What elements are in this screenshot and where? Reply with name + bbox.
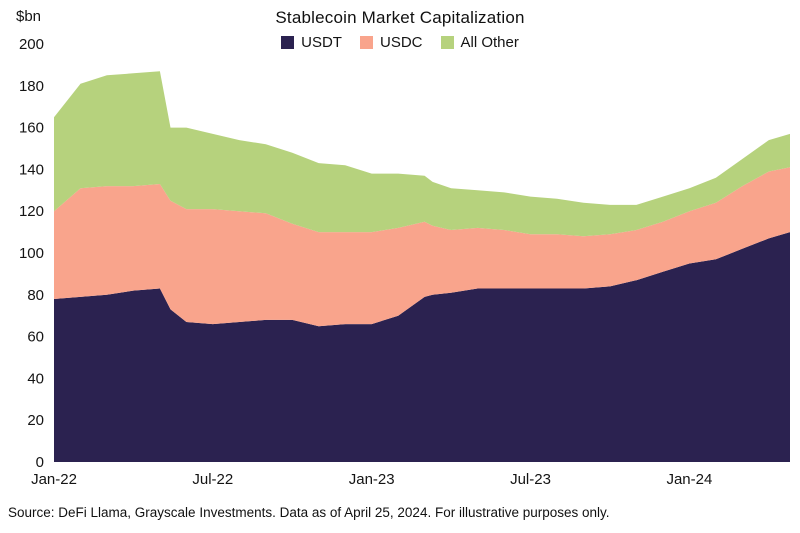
x-tick-label: Jan-23 — [349, 471, 395, 488]
legend-item-all-other: All Other — [440, 34, 519, 51]
area-usdt — [54, 232, 790, 462]
y-axis-unit-label: $bn — [16, 8, 42, 25]
legend-item-usdc: USDC — [359, 34, 423, 51]
area-all-other — [54, 71, 790, 237]
legend-swatch — [359, 36, 373, 49]
x-tick-label: Jan-24 — [666, 471, 712, 488]
legend-label: USDT — [301, 34, 342, 51]
area-usdc — [54, 167, 790, 327]
y-tick-label: 80 — [27, 287, 44, 304]
legend-swatch — [281, 36, 295, 49]
chart-title: Stablecoin Market Capitalization — [275, 8, 525, 27]
chart-legend: USDT USDC All Other — [0, 34, 800, 51]
y-tick-label: 100 — [19, 245, 44, 262]
y-tick-label: 0 — [36, 454, 44, 471]
source-note: Source: DeFi Llama, Grayscale Investment… — [8, 505, 610, 520]
y-tick-label: 40 — [27, 370, 44, 387]
x-tick-label: Jan-22 — [31, 471, 77, 488]
y-tick-label: 20 — [27, 412, 44, 429]
y-tick-label: 160 — [19, 120, 44, 137]
legend-label: USDC — [379, 34, 423, 51]
y-tick-label: 200 — [19, 36, 44, 53]
x-tick-label: Jul-23 — [510, 471, 551, 488]
x-tick-label: Jul-22 — [192, 471, 233, 488]
y-tick-label: 140 — [19, 161, 44, 178]
y-tick-label: 120 — [19, 203, 44, 220]
legend-label: All Other — [460, 34, 519, 51]
stacked-area-chart: 0 20 40 60 80 100 120 140 160 180 200 Jan-22 Jul-22 J… — [19, 36, 790, 488]
legend-swatch — [440, 36, 454, 49]
y-tick-label: 180 — [19, 78, 44, 95]
y-tick-label: 60 — [27, 329, 44, 346]
legend-item-usdt: USDT — [281, 34, 342, 51]
